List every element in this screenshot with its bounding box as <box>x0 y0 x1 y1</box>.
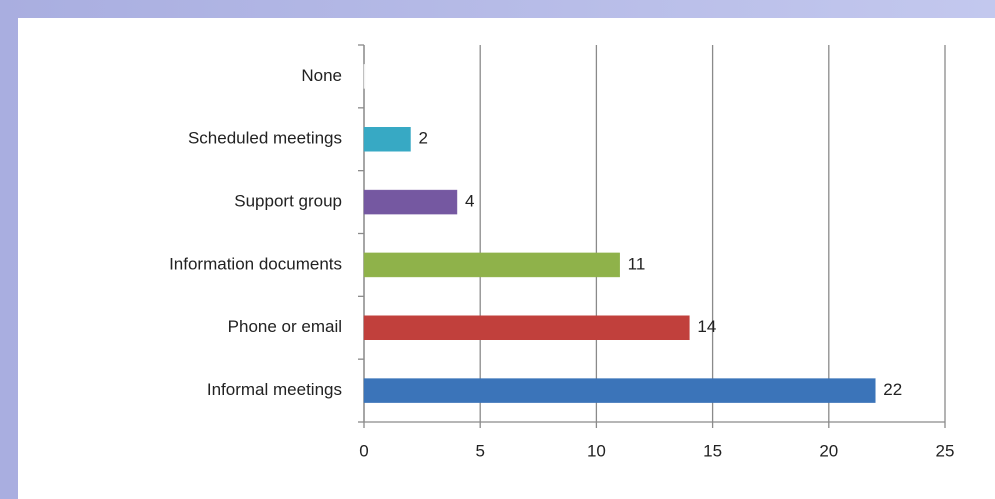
y-tick-label: Informal meetings <box>207 380 342 399</box>
y-tick-label: Support group <box>234 192 342 211</box>
y-tick-label: Phone or email <box>228 317 342 336</box>
x-tick-label: 15 <box>703 441 722 460</box>
x-tick-label: 10 <box>587 441 606 460</box>
x-tick-label: 20 <box>819 441 838 460</box>
bar <box>363 127 411 152</box>
bar <box>363 252 620 278</box>
data-label: 2 <box>418 129 427 148</box>
x-tick-label: 0 <box>359 441 368 460</box>
x-tick-label: 5 <box>475 441 484 460</box>
y-tick-label: Information documents <box>169 254 342 273</box>
data-label: 22 <box>883 380 902 399</box>
bar <box>363 189 458 215</box>
data-label: 14 <box>697 317 716 336</box>
bar <box>363 64 366 89</box>
data-label: 11 <box>628 254 646 273</box>
y-tick-label: Scheduled meetings <box>188 129 342 148</box>
bar <box>363 378 876 403</box>
bar <box>363 315 690 340</box>
data-label: 4 <box>465 192 474 211</box>
y-tick-label: None <box>301 66 342 85</box>
x-tick-label: 25 <box>936 441 955 460</box>
